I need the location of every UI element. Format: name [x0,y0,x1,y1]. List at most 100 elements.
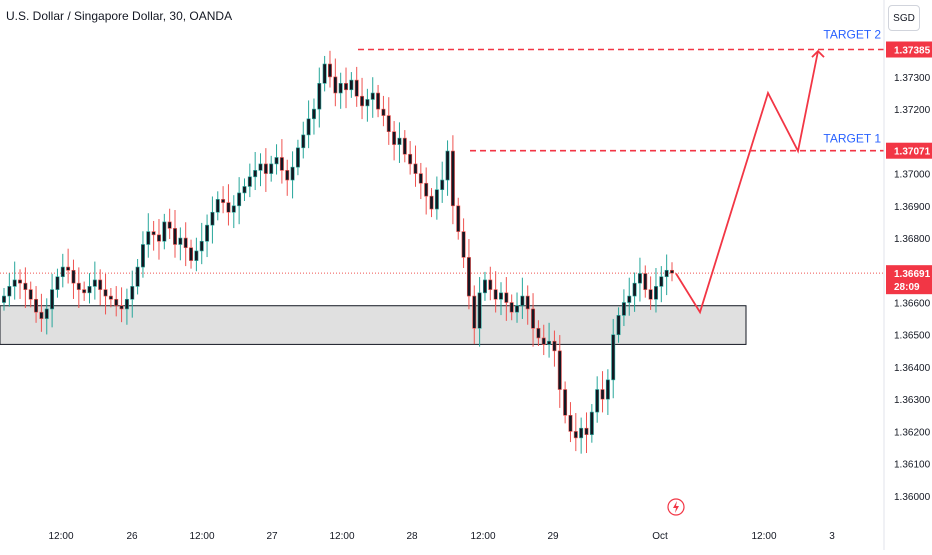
candle-body [472,295,477,329]
candle-body [215,199,220,213]
y-tick-label: 1.37000 [894,170,931,181]
candle-body [429,195,434,210]
candle-body [392,131,397,145]
x-tick-label: 12:00 [751,531,776,542]
candle-body [589,411,594,435]
x-tick-label: 27 [266,531,278,542]
candle-body [461,231,466,258]
candle-body [269,163,274,174]
candle-body [301,134,306,149]
candle-body [18,279,22,284]
candle-body [242,186,247,194]
y-tick-label: 1.36600 [894,299,931,310]
x-tick-label: 12:00 [48,531,73,542]
candle-body [162,221,167,242]
candle-body [71,269,76,284]
candle-body [167,221,172,229]
candle-body [279,157,284,171]
candle-body [659,276,664,287]
y-tick-label: 1.36400 [894,363,931,374]
candle-body [643,273,648,290]
candle-body [210,211,215,226]
x-tick-label: 26 [126,531,138,542]
target-1-text: TARGET 1 [823,132,881,146]
candle-body [146,231,151,245]
candle-body [621,302,626,316]
chart-title: U.S. Dollar / Singapore Dollar, 30, OAND… [6,9,233,23]
candle-body [418,173,423,184]
candle-body [114,298,119,307]
candle-body [317,83,322,110]
candle-body [445,150,450,181]
candle-body [237,192,242,207]
y-tick-label: 1.37300 [894,73,931,84]
candle-body [328,63,332,78]
candle-body [344,83,348,91]
candle-body [199,240,204,252]
candle-body [531,308,536,329]
candle-body [600,389,605,400]
lightning-icon [673,501,679,513]
candle-body [290,166,295,181]
candle-body [440,179,445,191]
y-tick-label: 1.37200 [894,105,931,116]
candle-body [140,244,145,268]
x-tick-label: 3 [829,531,835,542]
candle-body [536,327,541,339]
candle-body [408,153,413,165]
candle-body [311,108,316,120]
candle-body [124,298,129,310]
y-tick-label: 1.36000 [894,492,931,503]
candle-body [151,231,156,236]
candle-body [44,308,49,319]
candle-body [92,279,97,287]
candle-body [34,298,39,313]
candle-body [515,305,519,313]
candle-body [509,302,514,313]
candle-body [231,205,236,213]
candle-body [173,228,177,245]
candle-body [541,337,546,345]
candle-body [247,176,252,187]
candle-body [333,76,338,94]
candle-body [466,257,471,297]
target-2-text: TARGET 2 [823,28,881,42]
target-2-price-badge [886,41,932,58]
candle-body [424,182,429,197]
candle-body [611,334,616,381]
candle-body [381,108,386,116]
candle-body [552,340,557,352]
candle-body [525,295,530,310]
candle-body [365,99,370,107]
candle-body [504,292,509,303]
candle-body [322,63,327,84]
candle-body [178,237,183,245]
target-2-price-value: 1.37385 [894,46,931,57]
candle-body [632,282,637,297]
candle-body [28,289,33,300]
x-tick-label: 28 [406,531,418,542]
candle-body [205,224,210,242]
y-tick-label: 1.36800 [894,234,931,245]
candle-body [285,170,290,181]
x-tick-label: 12:00 [470,531,495,542]
candle-body [221,199,226,203]
candle-body [253,170,258,178]
candle-body [263,163,268,174]
target-1-price-badge [886,142,932,159]
x-tick-label: Oct [652,531,668,542]
currency-button[interactable]: SGD [888,5,920,31]
candle-body [637,273,642,284]
candle-body [557,350,562,390]
x-tick-label: 29 [547,531,559,542]
candle-body [670,269,674,274]
candle-body [579,427,584,439]
candle-body [370,92,375,100]
candle-body [376,92,381,110]
candle-body [82,289,87,294]
candle-body [23,282,28,290]
candle-body [434,189,439,210]
current-price-badge [886,265,932,295]
